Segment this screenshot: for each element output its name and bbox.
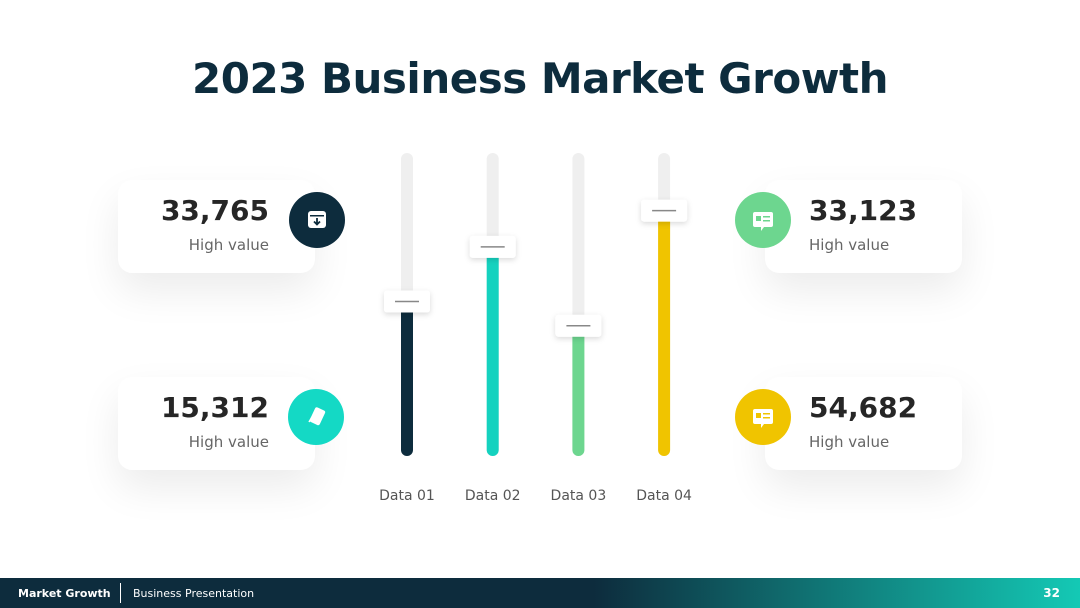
icon-circle xyxy=(735,192,791,248)
stat-label: High value xyxy=(188,433,269,451)
stat-card: 15,312 High value xyxy=(118,377,315,470)
x-tick-label: Data 01 xyxy=(379,488,435,504)
icon xyxy=(308,211,326,228)
footer: Market Growth Business Presentation 32 xyxy=(0,578,1080,608)
stat-label: High value xyxy=(809,236,890,254)
stat-card: 54,682 High value xyxy=(765,377,962,470)
page-number: 32 xyxy=(1043,586,1060,600)
x-tick-label: Data 03 xyxy=(551,488,607,504)
bar xyxy=(486,246,499,456)
stat-value: 33,123 xyxy=(809,194,918,227)
stat-label: High value xyxy=(188,236,269,254)
stat-value: 54,682 xyxy=(809,391,918,424)
footer-subtitle: Business Presentation xyxy=(133,587,255,600)
slider-chart: Data 01 Data 02 Data 03 Data 04 xyxy=(379,153,692,504)
icon xyxy=(753,409,773,428)
x-tick-label: Data 04 xyxy=(636,488,692,504)
bar xyxy=(401,301,413,456)
footer-divider xyxy=(120,583,121,603)
stat-card: 33,123 High value xyxy=(765,180,962,273)
bar xyxy=(658,210,671,456)
footer-title: Market Growth xyxy=(18,587,111,600)
stat-value: 15,312 xyxy=(160,391,269,424)
stat-label: High value xyxy=(809,433,890,451)
icon-circle xyxy=(288,389,344,445)
x-tick-label: Data 02 xyxy=(465,488,521,504)
icon-circle xyxy=(289,192,345,248)
icon xyxy=(308,407,326,426)
stat-value: 33,765 xyxy=(160,194,269,227)
icon xyxy=(753,212,773,231)
bar xyxy=(572,325,585,456)
icon-circle xyxy=(735,389,791,445)
stat-card: 33,765 High value xyxy=(118,180,315,273)
slide-title: 2023 Business Market Growth xyxy=(192,54,889,103)
